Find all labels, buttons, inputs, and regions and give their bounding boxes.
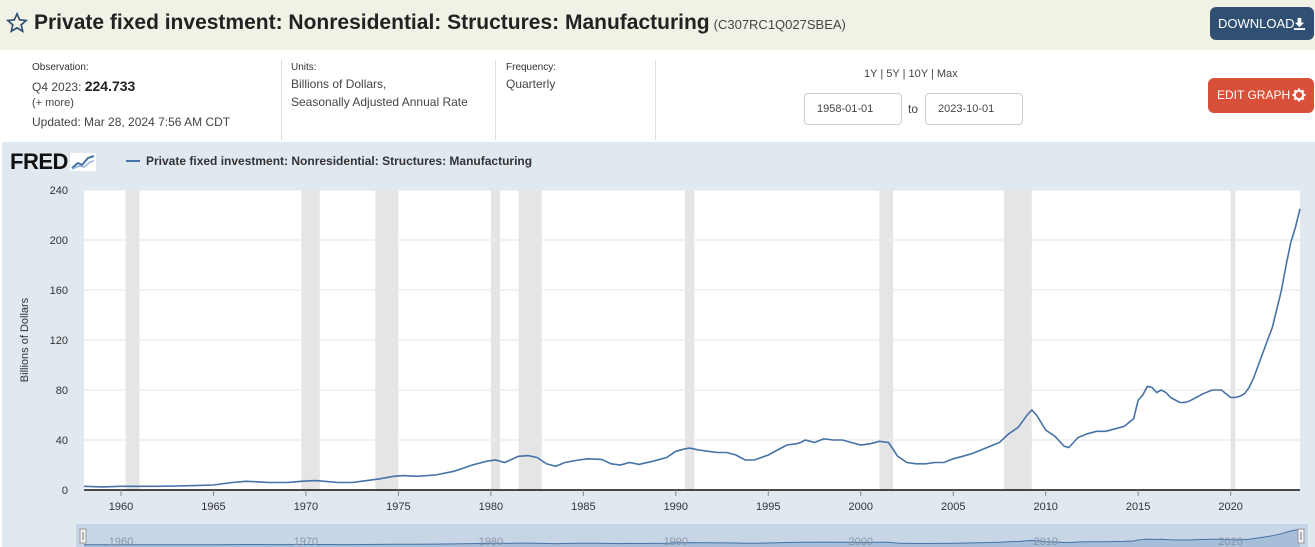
observation-period: Q4 2023: [32,80,82,94]
frequency-value: Quarterly [506,77,556,91]
units-label: Units: [291,62,317,73]
observation-value: 224.733 [84,78,136,94]
legend-line-swatch [126,160,140,162]
download-label: DOWNLOAD [1218,16,1295,31]
x-tick-label: 2010 [1033,501,1057,513]
page-title: Private fixed investment: Nonresidential… [34,11,846,35]
range-separator: | [930,68,934,80]
units-line1: Billions of Dollars, [291,77,387,91]
y-tick-label: 160 [50,285,68,297]
x-tick-label: 2005 [941,501,965,513]
legend-series-label[interactable]: Private fixed investment: Nonresidential… [146,154,533,168]
start-date-input[interactable]: 1958-01-01 [804,93,902,125]
x-tick-label: 2020 [1218,501,1242,513]
edit-graph-button[interactable]: EDIT GRAPH [1208,78,1314,113]
x-tick-label: 1980 [479,501,503,513]
divider [281,60,282,140]
download-icon [1293,17,1306,30]
y-tick-label: 0 [62,485,68,497]
fred-logo-text: FRED [10,149,68,174]
range-selector: 1Y | 5Y | 10Y | Max [864,68,958,80]
x-tick-label: 2015 [1126,501,1150,513]
y-axis-label: Billions of Dollars [19,297,31,382]
series-id: (C307RC1Q027SBEA) [713,17,846,32]
end-date-input[interactable]: 2023-10-01 [925,93,1023,125]
more-observations-link[interactable]: (+ more) [32,97,74,109]
y-tick-label: 80 [56,385,68,397]
x-tick-label: 1960 [109,501,133,513]
favorite-star-icon[interactable] [6,12,28,34]
frequency-label: Frequency: [506,62,557,73]
y-tick-label: 40 [56,435,68,447]
divider [655,60,656,140]
series-line [83,208,1301,488]
updated-timestamp: Updated: Mar 28, 2024 7:56 AM CDT [32,115,231,129]
range-max[interactable]: Max [936,68,958,80]
series-title: Private fixed investment: Nonresidential… [34,11,710,34]
navigator-line [84,528,1301,546]
navigator-tick-label: 2020 [1218,536,1242,547]
navigator-tick-label: 2010 [1033,536,1057,547]
units-line2: Seasonally Adjusted Annual Rate [291,95,468,109]
observation-line: Q4 2023: 224.733 [32,78,135,94]
navigator-tick-label: 2000 [849,536,873,547]
observation-label: Observation: [32,62,89,73]
navigator-tick-label: 1970 [294,536,318,547]
gear-icon [1292,88,1306,102]
range-1y[interactable]: 1Y [864,68,878,80]
x-tick-label: 1975 [386,501,410,513]
range-5y[interactable]: 5Y [886,68,900,80]
range-separator: | [902,68,906,80]
x-tick-label: 1985 [571,501,595,513]
range-separator: | [880,68,884,80]
x-tick-label: 2000 [849,501,873,513]
range-10y[interactable]: 10Y [908,68,928,80]
date-range-to-label: to [908,102,919,116]
x-tick-label: 1990 [664,501,688,513]
navigator-tick-label: 1990 [664,536,688,547]
fred-logo-chart-icon [69,153,96,171]
y-tick-label: 120 [50,335,68,347]
x-tick-label: 1995 [756,501,780,513]
x-tick-label: 1970 [294,501,318,513]
navigator-background [76,524,1308,547]
y-tick-label: 200 [50,235,68,247]
navigator-tick-label: 1960 [109,536,133,547]
y-tick-label: 240 [50,185,68,197]
divider [495,60,496,140]
download-button[interactable]: DOWNLOAD [1210,7,1314,40]
navigator-tick-label: 1980 [479,536,503,547]
edit-graph-label: EDIT GRAPH [1217,88,1291,102]
title-bar [0,0,1315,50]
x-tick-label: 1965 [201,501,225,513]
fred-logo: FRED [10,149,96,175]
